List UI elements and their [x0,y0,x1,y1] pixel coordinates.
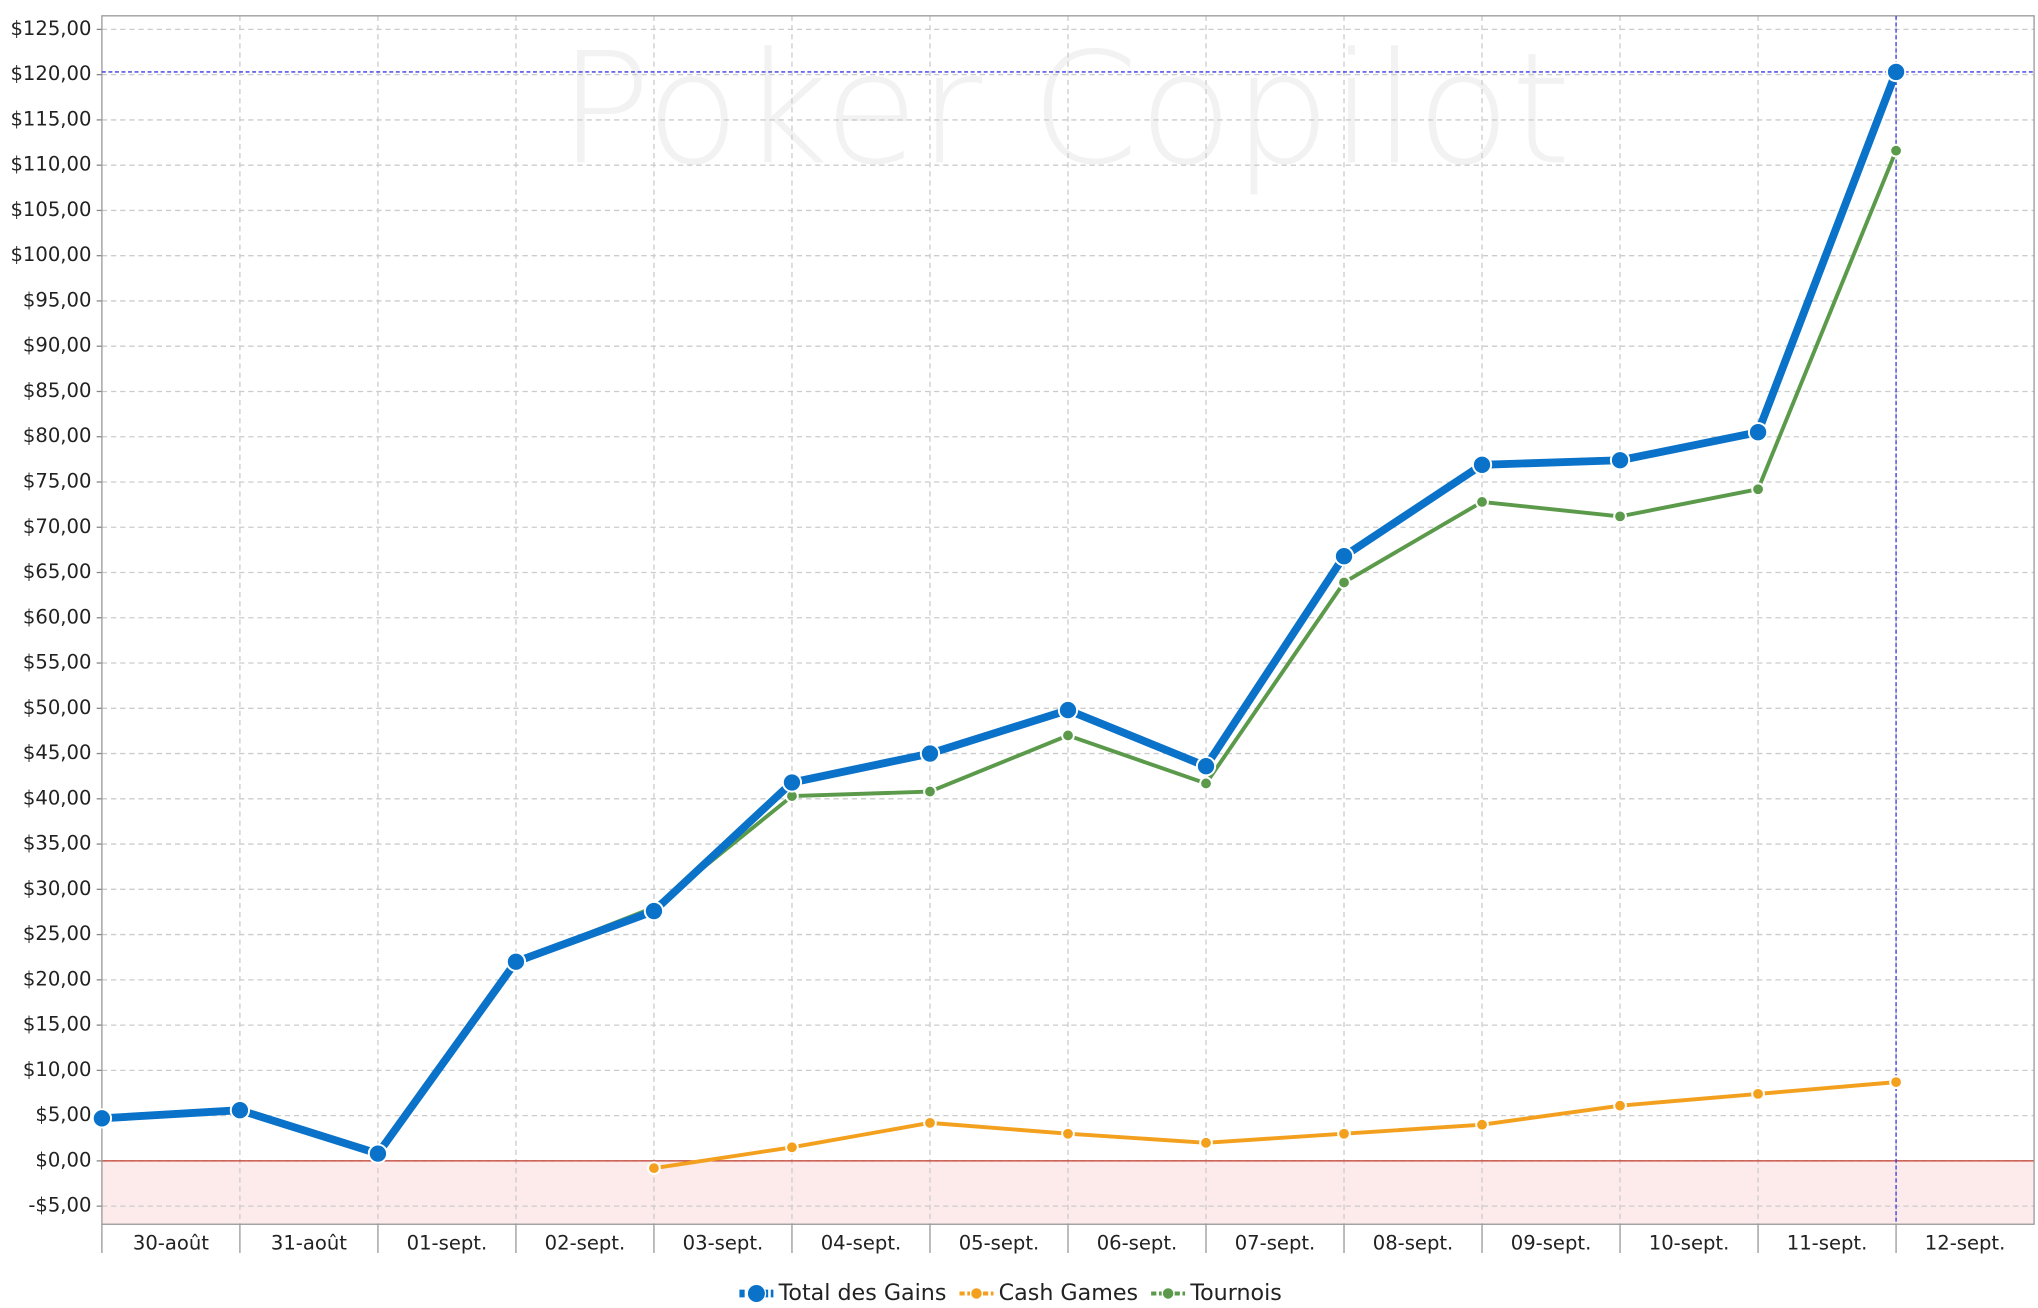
point [1061,728,1075,743]
point [1471,454,1493,475]
legend-label: Total des Gains [778,1280,947,1306]
point [919,743,941,764]
x-tick-label: 11-sept. [1787,1231,1868,1254]
y-tick-label: $105,00 [10,198,91,221]
point [1337,575,1351,590]
watermark: Poker Copilot [558,20,1571,199]
x-tick-label: 05-sept. [959,1231,1040,1254]
y-tick-label: $80,00 [23,424,92,447]
y-tick-label: $5,00 [35,1103,91,1126]
x-tick-label: 02-sept. [545,1231,626,1254]
point [785,1140,799,1155]
point [1747,422,1769,443]
y-tick-label: $35,00 [23,832,92,855]
y-tick-label: $120,00 [10,62,91,85]
point [1195,756,1217,777]
x-tick-label: 09-sept. [1511,1231,1592,1254]
x-tick-label: 01-sept. [407,1231,488,1254]
y-tick-label: $0,00 [35,1148,91,1171]
point [1889,143,1903,158]
point [1333,546,1355,567]
plot-frame [101,15,2035,1225]
y-tick-label: $10,00 [23,1058,92,1081]
legend-label: Tournois [1189,1280,1282,1306]
series-line [653,1080,1897,1171]
point [505,951,527,972]
y-tick-label: $95,00 [23,288,92,311]
point [229,1100,251,1121]
y-tick-label: $125,00 [10,17,91,40]
point [1613,1098,1627,1113]
y-tick-label: -$5,00 [28,1194,91,1217]
y-tick-label: $60,00 [23,605,92,628]
y-tick-label: $45,00 [23,741,92,764]
y-tick-label: $25,00 [23,922,92,945]
y-tick-label: $75,00 [23,469,92,492]
point [1057,699,1079,721]
y-tick-label: $15,00 [23,1013,92,1036]
y-tick-label: $85,00 [23,379,92,402]
y-tick-label: $115,00 [10,107,91,130]
x-tick-label: 04-sept. [821,1231,902,1254]
y-tick-label: $90,00 [23,334,92,357]
point [1613,509,1627,524]
point [1885,61,1907,83]
x-tick-label: 31-août [271,1231,347,1254]
point [1475,1117,1489,1132]
x-tick-label: 07-sept. [1235,1231,1316,1254]
y-tick-label: $50,00 [23,696,92,719]
legend-marker [1161,1286,1175,1301]
x-tick-label: 12-sept. [1925,1231,2006,1254]
legend-marker [969,1286,983,1301]
point [367,1143,389,1164]
point [781,772,803,793]
point [1751,1087,1765,1101]
point [1475,495,1489,509]
point [1889,1075,1903,1089]
y-tick-label: $20,00 [23,967,92,990]
point [923,1116,937,1130]
point [1199,1135,1213,1150]
point [1199,776,1213,791]
y-tick-label: $55,00 [23,651,92,674]
point [1751,482,1765,497]
x-tick-label: 03-sept. [683,1231,764,1254]
x-tick-label: 10-sept. [1649,1231,1730,1254]
y-tick-label: $70,00 [23,515,92,538]
y-tick-label: $40,00 [23,786,92,809]
x-tick-label: 30-août [133,1231,209,1254]
point [91,1108,113,1129]
point [643,900,665,922]
legend-marker [746,1283,767,1304]
legend-label: Cash Games [999,1280,1138,1306]
y-tick-label: $30,00 [23,877,92,900]
point [1609,450,1631,471]
y-tick-label: $100,00 [10,243,91,266]
y-tick-label: $110,00 [10,153,91,176]
point [923,784,937,799]
series-line [101,70,1900,1158]
point [647,1161,661,1175]
x-tick-label: 06-sept. [1097,1231,1178,1254]
x-tick-label: 08-sept. [1373,1231,1454,1254]
y-tick-label: $65,00 [23,560,92,583]
point [1337,1126,1351,1141]
point [1061,1126,1075,1141]
